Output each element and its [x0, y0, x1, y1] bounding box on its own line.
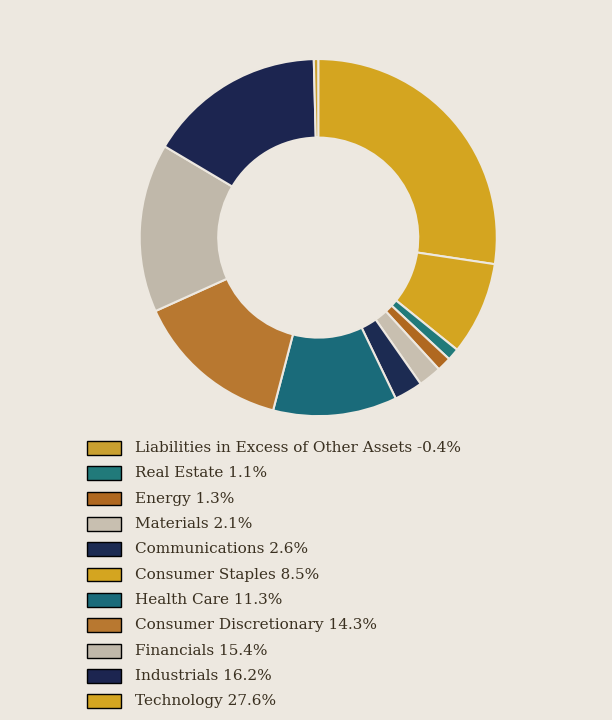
FancyBboxPatch shape [88, 517, 121, 531]
Text: Consumer Discretionary 14.3%: Consumer Discretionary 14.3% [135, 618, 376, 632]
FancyBboxPatch shape [88, 467, 121, 480]
FancyBboxPatch shape [88, 669, 121, 683]
Wedge shape [314, 59, 318, 138]
Text: Industrials 16.2%: Industrials 16.2% [135, 669, 271, 683]
Text: Technology 27.6%: Technology 27.6% [135, 694, 276, 708]
Wedge shape [396, 253, 495, 350]
Wedge shape [392, 300, 457, 359]
FancyBboxPatch shape [88, 492, 121, 505]
Wedge shape [140, 146, 233, 311]
FancyBboxPatch shape [88, 644, 121, 657]
Text: Energy 1.3%: Energy 1.3% [135, 492, 234, 505]
FancyBboxPatch shape [88, 618, 121, 632]
Text: Health Care 11.3%: Health Care 11.3% [135, 593, 282, 607]
Wedge shape [165, 59, 316, 186]
FancyBboxPatch shape [88, 694, 121, 708]
Text: Financials 15.4%: Financials 15.4% [135, 644, 267, 657]
Text: Communications 2.6%: Communications 2.6% [135, 542, 308, 557]
FancyBboxPatch shape [88, 567, 121, 582]
FancyBboxPatch shape [88, 593, 121, 607]
Text: Liabilities in Excess of Other Assets -0.4%: Liabilities in Excess of Other Assets -0… [135, 441, 461, 455]
Text: Consumer Staples 8.5%: Consumer Staples 8.5% [135, 567, 319, 582]
Wedge shape [155, 279, 293, 410]
FancyBboxPatch shape [88, 542, 121, 556]
Wedge shape [386, 305, 449, 369]
Text: Materials 2.1%: Materials 2.1% [135, 517, 252, 531]
Text: Real Estate 1.1%: Real Estate 1.1% [135, 466, 267, 480]
Wedge shape [376, 311, 439, 384]
Wedge shape [318, 59, 497, 264]
Wedge shape [273, 328, 396, 416]
Wedge shape [362, 320, 420, 398]
FancyBboxPatch shape [88, 441, 121, 455]
